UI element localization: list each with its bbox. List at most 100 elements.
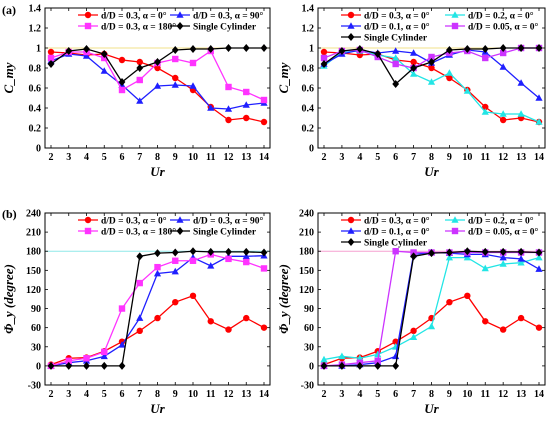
data-point — [463, 250, 471, 258]
series-2 — [47, 251, 268, 370]
data-point — [136, 314, 144, 321]
legend-marker — [176, 227, 184, 235]
data-point — [535, 44, 543, 52]
y-tick-label: 0.2 — [302, 124, 315, 135]
y-tick-label: -30 — [28, 381, 41, 392]
data-point — [446, 46, 453, 54]
data-point — [535, 249, 543, 256]
data-point — [482, 54, 489, 62]
y-tick-label: 0.8 — [302, 64, 315, 75]
data-point — [535, 94, 543, 101]
legend-marker — [347, 238, 355, 246]
data-point — [481, 250, 489, 258]
series-1 — [47, 50, 268, 112]
x-tick-label: 6 — [393, 389, 398, 400]
data-point — [409, 49, 418, 56]
legend-marker — [347, 22, 355, 29]
data-point — [410, 58, 417, 66]
data-point — [517, 255, 525, 262]
data-point — [374, 51, 382, 58]
data-point — [392, 338, 399, 345]
series-line — [50, 47, 264, 83]
x-axis-label: Ur — [424, 164, 439, 179]
y-tick-label: 60 — [31, 323, 41, 334]
data-point — [136, 64, 144, 72]
data-point — [189, 45, 197, 53]
x-tick-label: 12 — [498, 389, 508, 400]
data-point — [428, 58, 435, 66]
y-tick-label: 0 — [309, 361, 314, 372]
data-point — [189, 257, 197, 264]
data-point — [463, 87, 471, 94]
data-point — [517, 247, 525, 256]
data-point — [242, 247, 250, 256]
data-point — [136, 252, 144, 261]
data-point — [100, 352, 108, 360]
data-point — [65, 358, 73, 366]
data-point — [83, 48, 90, 56]
legend-marker — [451, 22, 459, 30]
x-tick-label: 14 — [259, 389, 269, 400]
y-tick-label: 1 — [309, 44, 314, 55]
data-point — [260, 99, 268, 106]
data-point — [482, 249, 489, 256]
data-point — [260, 44, 268, 52]
data-point — [260, 265, 268, 272]
data-point — [136, 97, 144, 104]
data-point — [392, 54, 400, 61]
data-point — [83, 45, 90, 53]
data-point — [374, 350, 382, 358]
data-point — [65, 357, 72, 364]
legend-label: d/D = 0.05, α = 0° — [468, 22, 539, 33]
data-point — [338, 47, 346, 55]
data-point — [463, 46, 471, 53]
data-point — [320, 355, 328, 363]
data-point — [410, 64, 417, 72]
legend-label: d/D = 0.3, α = 0° — [101, 11, 167, 22]
y-tick-label: 90 — [304, 304, 314, 315]
y-tick-label: 30 — [304, 342, 314, 353]
data-point — [243, 88, 250, 96]
x-tick-label: 13 — [241, 152, 251, 163]
x-tick-label: 11 — [206, 389, 215, 400]
data-point — [356, 46, 364, 53]
x-tick-label: 13 — [516, 152, 526, 163]
series-1 — [320, 47, 543, 125]
x-tick-label: 9 — [447, 152, 452, 163]
x-tick-label: 13 — [241, 389, 251, 400]
panel-tag-b: (b) — [2, 207, 17, 221]
legend-marker — [451, 11, 459, 18]
data-point — [446, 249, 453, 256]
series-line — [50, 53, 265, 110]
data-point — [464, 249, 471, 256]
data-point — [499, 247, 507, 256]
y-tick-label: 0.4 — [302, 104, 315, 115]
data-point — [47, 362, 55, 369]
data-point — [374, 50, 382, 58]
data-point — [338, 362, 346, 369]
legend-label: d/D = 0.3, α = 180° — [101, 22, 176, 33]
legend-label: d/D = 0.1, α = 0° — [364, 22, 430, 33]
series-line — [51, 250, 265, 367]
data-point — [427, 248, 436, 256]
data-point — [535, 44, 543, 52]
data-point — [207, 262, 215, 269]
data-point — [154, 58, 161, 66]
data-point — [392, 80, 400, 88]
data-point — [260, 248, 268, 257]
data-point — [482, 318, 489, 325]
data-point — [482, 103, 489, 111]
y-tick-label: 0 — [36, 361, 41, 372]
y-tick-label: 210 — [299, 228, 314, 239]
legend-marker — [176, 216, 184, 223]
data-point — [320, 361, 328, 370]
data-point — [374, 357, 381, 364]
data-point — [392, 56, 399, 64]
data-point — [517, 44, 525, 52]
y-tick-label: 0.6 — [29, 84, 42, 95]
data-point — [481, 45, 489, 53]
data-point — [172, 298, 179, 306]
data-point — [481, 247, 489, 256]
y-tick-label: 120 — [26, 285, 41, 296]
data-point — [517, 314, 525, 322]
